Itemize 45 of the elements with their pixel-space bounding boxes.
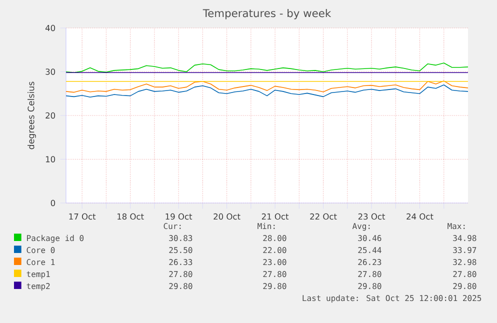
- text: 30.83: [169, 235, 192, 242]
- x-tick-label: 24 Oct: [406, 213, 434, 220]
- text: 30.46: [358, 235, 382, 242]
- text: 34.98: [453, 235, 476, 242]
- y-tick-label: 30: [46, 68, 56, 75]
- y-tick-label: 40: [45, 24, 56, 32]
- text: 27.80: [358, 271, 382, 278]
- text: Max:: [448, 223, 465, 230]
- text: 29.80: [453, 283, 476, 290]
- legend-label: Core 1: [26, 259, 55, 266]
- text: 26.23: [358, 259, 382, 266]
- text: 25.50: [169, 247, 192, 254]
- x-tick-label: 21 Oct: [262, 213, 289, 220]
- text: 27.80: [263, 271, 286, 278]
- text: 29.80: [169, 283, 192, 290]
- x-tick-label: 18 Oct: [118, 213, 144, 220]
- chart-title: Temperatures - by week: [202, 8, 332, 20]
- y-tick-label: 0: [50, 200, 56, 206]
- legend-label: Core 0: [26, 247, 55, 254]
- text: Min:: [258, 222, 275, 229]
- text: 27.80: [453, 271, 476, 278]
- x-tick-label: 22 Oct: [310, 213, 337, 220]
- text: 25.44: [358, 247, 382, 254]
- text: Avg:: [352, 223, 370, 231]
- text: 28.00: [263, 235, 286, 242]
- text: 23.00: [263, 259, 286, 266]
- text: 26.33: [169, 259, 192, 266]
- x-tick-label: 20 Oct: [214, 213, 240, 220]
- text: 33.97: [453, 247, 476, 254]
- y-axis-title: degrees Celsius: [28, 82, 36, 150]
- text: 29.80: [358, 283, 382, 290]
- y-tick-label: 20: [46, 112, 56, 119]
- text: 27.80: [169, 271, 192, 278]
- text: Last update: Sat Oct 25 12:00:01 2025: [302, 294, 482, 303]
- x-tick-label: 23 Oct: [358, 213, 386, 220]
- text: Cur:: [164, 223, 181, 230]
- x-tick-label: 17 Oct: [69, 213, 96, 220]
- legend-label: temp1: [26, 271, 50, 279]
- x-tick-label: 19 Oct: [166, 213, 192, 220]
- legend-label: Package id 0: [27, 234, 84, 243]
- text: 22.00: [263, 247, 286, 254]
- legend-label: temp2: [26, 283, 50, 291]
- text: 29.80: [263, 283, 286, 290]
- y-tick-label: 10: [46, 156, 56, 162]
- text: 32.98: [453, 259, 476, 266]
